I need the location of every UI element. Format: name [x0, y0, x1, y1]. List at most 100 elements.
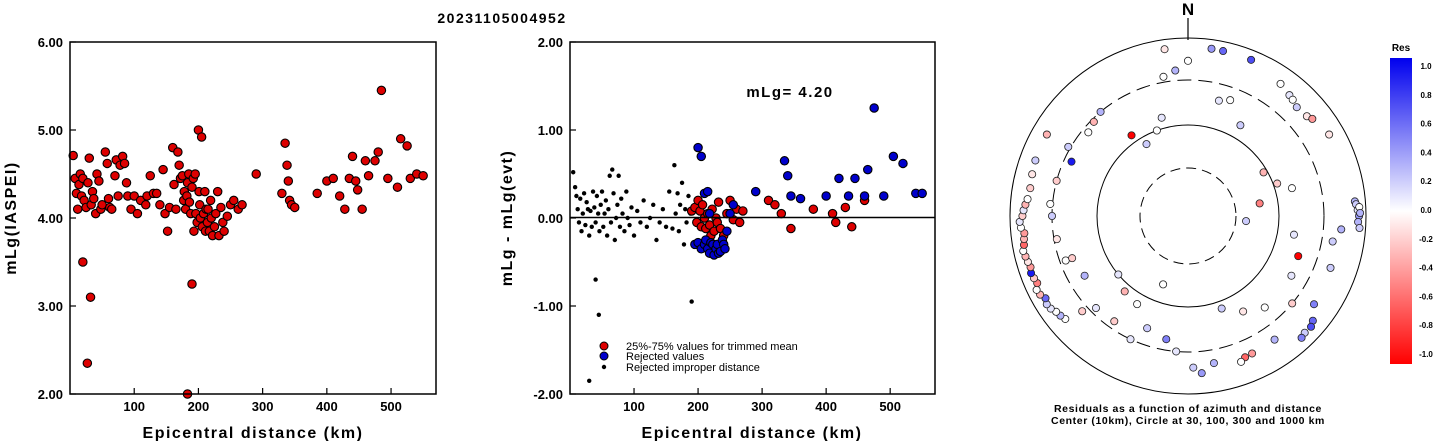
station-marker: [1219, 47, 1228, 56]
p1-point: [282, 160, 292, 170]
p2-point: [713, 197, 724, 207]
p1-point: [418, 171, 428, 181]
p1-point: [347, 151, 358, 162]
ring-100km: [1096, 124, 1280, 308]
colorbar-tick-label: 0.6: [1420, 120, 1432, 129]
station-marker: [1133, 300, 1142, 309]
p2-points: [571, 103, 927, 383]
p1-point: [113, 191, 123, 201]
p1-point: [350, 176, 361, 186]
p2-mlg-annotation: mLg= 4.20: [746, 84, 833, 101]
station-marker: [1307, 322, 1316, 331]
p1-point: [189, 226, 199, 236]
station-marker: [1310, 300, 1319, 309]
p1-xtick-label: 400: [316, 399, 338, 414]
p2-xlabel: Epicentral distance (km): [642, 425, 863, 441]
p2-point: [863, 164, 873, 175]
station-marker: [1028, 170, 1037, 179]
p2-point-improper: [590, 189, 596, 194]
colorbar-tick-label: 0.4: [1420, 148, 1432, 157]
p2-point: [720, 244, 730, 254]
station-marker: [1276, 79, 1285, 88]
station-marker: [1325, 130, 1334, 139]
p1-point: [196, 132, 207, 142]
station-marker: [1052, 176, 1061, 185]
p1-point: [100, 147, 111, 157]
station-markers: [1015, 44, 1365, 378]
station-marker: [1078, 307, 1087, 316]
p2-point: [702, 186, 713, 197]
station-marker: [1297, 333, 1306, 342]
p1-xlabel: Epicentral distance (km): [143, 425, 364, 441]
colorbar-gradient: [1390, 58, 1412, 364]
station-marker: [1042, 130, 1051, 139]
station-marker: [1114, 270, 1123, 279]
colorbar-ticks: 1.0 0.8 0.6 0.4 0.2 0.0 -0.2 -0.4 -0.6 -0.8 -1.0: [1419, 62, 1433, 359]
p1-point: [280, 138, 290, 148]
p2-xtick-label: 300: [751, 399, 773, 414]
p2-point: [722, 226, 732, 236]
p1-point: [363, 171, 374, 181]
station-marker: [1159, 72, 1168, 81]
station-marker: [1110, 317, 1119, 326]
p1-point: [187, 182, 197, 192]
p2-point: [821, 191, 831, 201]
p1-point: [277, 188, 287, 199]
p1-point: [78, 257, 88, 267]
p1-point: [203, 204, 213, 214]
p2-point-improper: [689, 299, 694, 304]
p2-point-improper: [572, 185, 578, 190]
p1-ytick-label: 5.00: [38, 123, 63, 138]
p1-point: [126, 204, 136, 214]
p2-point: [834, 173, 844, 184]
residual-vs-distance-chart: 100 200 300 400 500 -2.00 -1.00 0.00 1.00 2.00 mL…: [499, 35, 936, 441]
p1-point: [89, 193, 99, 204]
station-marker: [1152, 126, 1161, 135]
station-marker: [1237, 357, 1246, 366]
p2-ylabel: mLg - mLg(evt): [499, 150, 516, 287]
p1-point: [289, 202, 300, 213]
p1-xtick-label: 200: [188, 399, 210, 414]
north-label: N: [1182, 0, 1194, 19]
p2-point-improper: [667, 189, 672, 194]
p2-point-improper: [592, 205, 597, 210]
station-marker: [1326, 263, 1335, 272]
station-marker: [1159, 280, 1168, 289]
p2-point-improper: [679, 180, 685, 185]
station-marker: [1337, 225, 1346, 234]
p1-point: [162, 226, 173, 236]
p2-point-improper: [610, 167, 615, 172]
station-marker: [1067, 157, 1076, 166]
p2-point-improper: [638, 220, 643, 225]
station-marker: [1068, 254, 1077, 263]
p2-point: [879, 191, 889, 201]
p2-point-improper: [619, 196, 624, 201]
p2-point-improper: [684, 220, 689, 225]
p2-point-improper: [596, 312, 602, 317]
p1-point: [174, 160, 184, 170]
p2-point-improper: [574, 193, 579, 199]
p2-point-improper: [581, 191, 587, 196]
p1-point: [102, 158, 112, 169]
station-marker: [1226, 96, 1235, 105]
polar-caption-line1: Residuals as a function of azimuth and d…: [1054, 403, 1322, 415]
ring-1000km: [1009, 37, 1367, 395]
p2-point-improper: [594, 193, 600, 199]
p2-xtick-label: 100: [623, 399, 645, 414]
p2-point: [917, 188, 927, 199]
p1-point: [85, 292, 96, 302]
p2-point: [859, 191, 870, 201]
p1-point: [205, 195, 216, 206]
p1-point: [395, 134, 406, 144]
p1-point: [190, 169, 200, 179]
p1-ticks: 100 200 300 400 500 2.00 3.00 4.00 5.00 6.00: [38, 35, 402, 414]
p2-point-improper: [660, 207, 666, 212]
station-marker: [1127, 131, 1136, 140]
station-marker: [1189, 363, 1198, 372]
station-marker: [1287, 184, 1296, 193]
p2-point: [827, 208, 838, 219]
p2-xtick-label: 200: [687, 399, 709, 414]
station-marker: [1052, 235, 1061, 244]
legend-marker-rejected: [599, 351, 609, 361]
p1-point: [376, 85, 387, 96]
